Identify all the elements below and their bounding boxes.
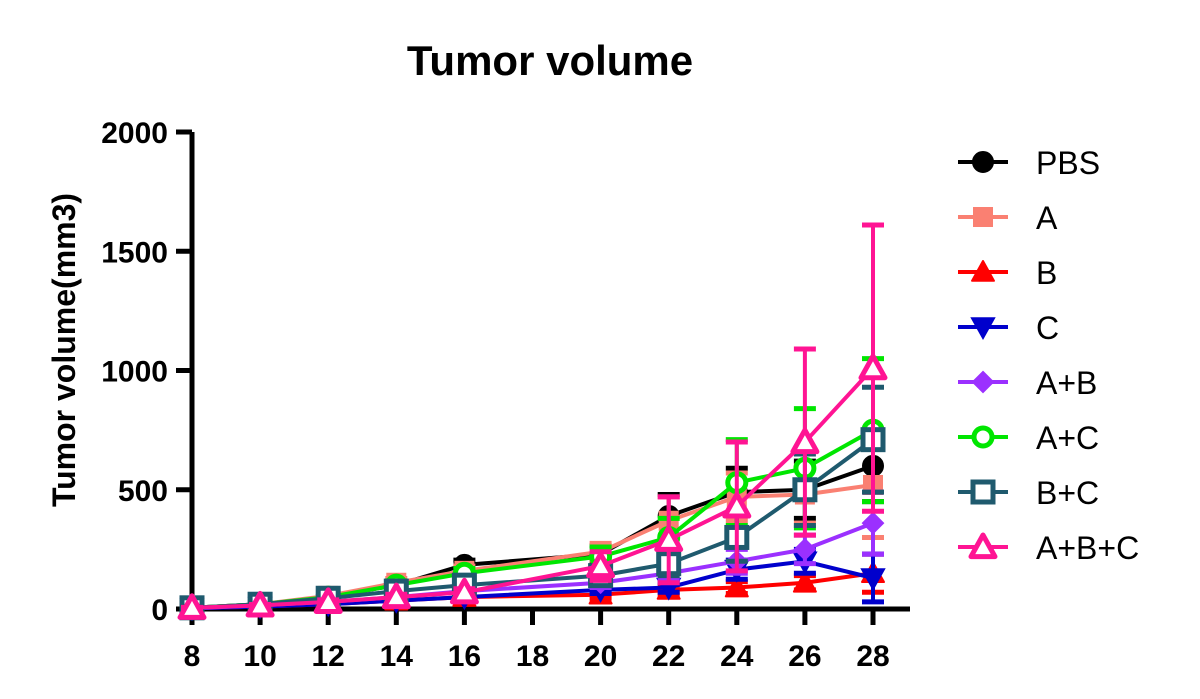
x-tick-label: 12	[312, 640, 345, 673]
series-line	[191, 438, 875, 610]
axes: 0 500 1000 1500 2000 8 10 12 14 16 18 20 22 24 26 28	[101, 117, 910, 673]
x-tick-label: 28	[856, 640, 889, 673]
data-point	[245, 590, 275, 618]
y-tick-label: 1000	[101, 356, 168, 389]
legend-item: PBS	[958, 145, 1100, 181]
x-tick-label: 10	[243, 640, 276, 673]
legend-marker	[973, 207, 993, 227]
data-point	[586, 551, 616, 579]
legend-item: B	[958, 255, 1057, 291]
legend-label: B	[1036, 255, 1057, 291]
x-tick-label: 14	[380, 640, 414, 673]
data-point	[790, 427, 820, 455]
data-point	[792, 570, 817, 593]
legend-item: C	[958, 310, 1059, 346]
legend-marker	[971, 370, 995, 394]
data-point	[861, 511, 885, 535]
x-tick-label: 18	[516, 640, 549, 673]
y-tick-label: 0	[151, 594, 168, 627]
series-a-plus-b-plus-c	[177, 222, 888, 620]
data-point	[722, 491, 752, 519]
y-axis-title: Tumor volume(mm3)	[46, 193, 82, 507]
legend-marker	[972, 151, 994, 173]
legend-item: A+B	[958, 365, 1097, 401]
legend-label: A+B	[1036, 365, 1097, 401]
y-tick-label: 1500	[101, 236, 168, 269]
x-tick-label: 16	[448, 640, 481, 673]
legend-label: C	[1036, 310, 1059, 346]
series-a	[181, 430, 884, 618]
legend-item: B+C	[958, 475, 1099, 511]
series-line	[191, 482, 874, 610]
data-point	[793, 537, 817, 561]
legend-marker	[970, 479, 996, 505]
legend-marker	[971, 425, 995, 449]
x-tick-label: 20	[584, 640, 617, 673]
data-point	[858, 353, 888, 381]
legend-item: A	[958, 200, 1058, 236]
x-tick-label: 24	[720, 640, 754, 673]
data-point	[449, 577, 479, 605]
legend-label: PBS	[1036, 145, 1100, 181]
legend-label: A	[1036, 200, 1058, 236]
plot-area	[177, 222, 888, 622]
data-point	[381, 582, 411, 610]
legend-marker	[970, 317, 996, 341]
x-tick-label: 26	[788, 640, 821, 673]
x-tick-label: 8	[184, 640, 201, 673]
legend: PBS ABC A+B A+C B+C A+B+C	[958, 145, 1139, 566]
x-tick-label: 22	[652, 640, 685, 673]
legend-item: A+C	[958, 420, 1099, 456]
legend-marker	[968, 532, 998, 560]
data-point	[313, 587, 343, 614]
legend-label: B+C	[1036, 475, 1099, 511]
legend-label: A+C	[1036, 420, 1099, 456]
series-pbs	[181, 427, 884, 619]
chart-title: Tumor volume	[407, 37, 693, 84]
y-tick-label: 2000	[101, 117, 168, 150]
legend-label: A+B+C	[1036, 530, 1139, 566]
data-point	[177, 593, 207, 620]
data-point	[724, 575, 749, 598]
legend-item: A+B+C	[958, 530, 1139, 566]
legend-marker	[971, 260, 995, 282]
y-tick-label: 500	[118, 475, 168, 508]
data-point	[654, 525, 684, 552]
data-point	[860, 568, 886, 592]
series-line	[191, 366, 875, 610]
